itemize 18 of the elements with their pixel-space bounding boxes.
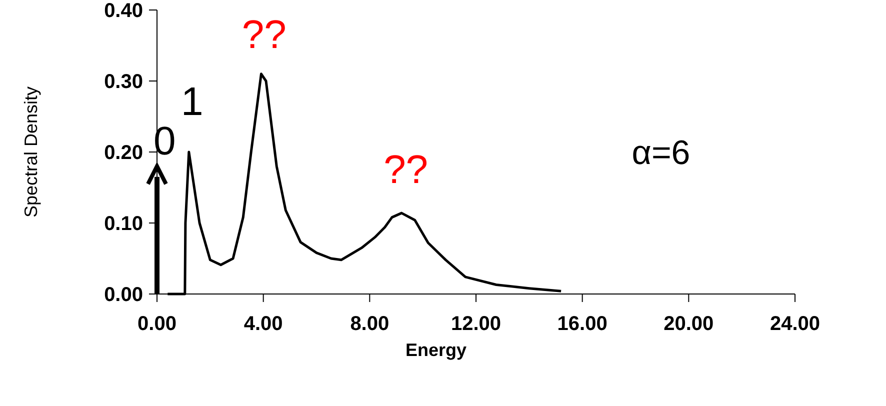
x-tick-label: 20.00: [664, 313, 714, 335]
y-tick-label: 0.10: [104, 213, 143, 235]
x-axis-title: Energy: [405, 340, 467, 360]
annotation: ??: [242, 13, 286, 58]
annotation: α=6: [632, 134, 690, 172]
x-tick-label: 16.00: [557, 313, 608, 335]
x-tick-label: 0.00: [138, 313, 176, 335]
x-tick-label: 24.00: [770, 313, 820, 335]
y-tick-label: 0.20: [104, 142, 143, 164]
x-tick-label: 12.00: [450, 313, 502, 335]
annotation: 1: [180, 80, 204, 124]
y-tick-label: 0.00: [104, 284, 143, 306]
y-tick-label: 0.40: [104, 0, 143, 22]
x-tick-label: 8.00: [350, 313, 390, 335]
y-axis-title: Spectral Density: [21, 86, 41, 218]
y-tick-label: 0.30: [104, 71, 143, 93]
annotation: ??: [384, 148, 428, 192]
x-tick-label: 4.00: [244, 313, 283, 335]
